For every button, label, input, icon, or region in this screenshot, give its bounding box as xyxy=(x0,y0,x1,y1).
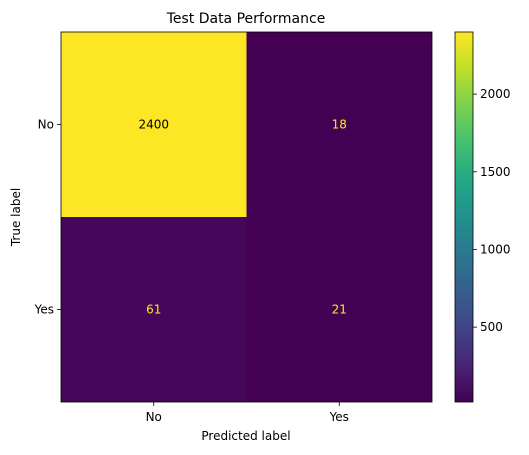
heatmap-cell xyxy=(61,217,247,402)
cell-value-label: 18 xyxy=(332,118,347,132)
colorbar-tick-label: 1000 xyxy=(480,242,511,256)
heatmap-cell xyxy=(61,32,247,217)
heatmap-cell xyxy=(246,217,432,402)
y-axis: No Yes xyxy=(34,118,61,317)
x-tick-label: No xyxy=(146,410,162,424)
y-tick-label: Yes xyxy=(34,303,54,317)
colorbar-tick-label: 500 xyxy=(480,320,503,334)
colorbar-gradient xyxy=(454,31,474,403)
x-axis: No Yes xyxy=(146,402,349,424)
plot-frame xyxy=(60,31,433,403)
chart-title: Test Data Performance xyxy=(166,11,326,27)
y-axis-label: True label xyxy=(9,188,23,247)
cell-value-label: 61 xyxy=(146,303,161,317)
colorbar: 500 1000 1500 2000 xyxy=(454,31,511,403)
colorbar-tick-label: 1500 xyxy=(480,165,511,179)
colorbar-ticks: 500 1000 1500 2000 xyxy=(473,87,511,334)
cell-value-label: 21 xyxy=(332,303,347,317)
x-axis-label: Predicted label xyxy=(201,429,290,443)
cell-value-label: 2400 xyxy=(138,118,169,132)
heatmap-cell xyxy=(246,32,432,217)
colorbar-tick-label: 2000 xyxy=(480,87,511,101)
y-tick-label: No xyxy=(38,118,54,132)
heatmap-cells: 2400 18 61 21 xyxy=(61,32,432,402)
x-tick-label: Yes xyxy=(329,410,349,424)
